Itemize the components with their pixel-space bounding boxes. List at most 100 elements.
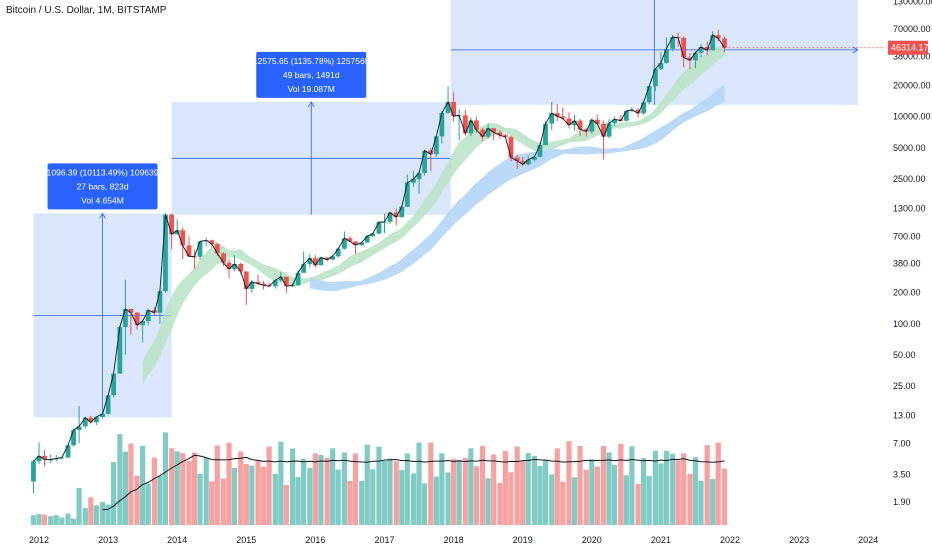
volume-bar [376, 447, 381, 525]
candle-body [595, 120, 600, 124]
price-tick-label: 1.90 [893, 497, 911, 507]
volume-bar [612, 465, 617, 525]
volume-bar [261, 467, 266, 525]
candle-body [117, 327, 122, 374]
candle-body [451, 102, 456, 116]
volume-bar [526, 453, 531, 525]
candle-body [198, 241, 203, 256]
candle-body [342, 238, 347, 248]
price-tick-label: 380.00 [893, 259, 921, 269]
volume-bar [705, 445, 710, 525]
volume-bar [681, 453, 686, 525]
volume-bar [520, 461, 525, 525]
volume-bar [543, 461, 548, 525]
candle-body [31, 461, 36, 481]
candle-body [624, 111, 629, 121]
candle-body [693, 53, 698, 61]
volume-bar [394, 461, 399, 525]
candle-body [187, 246, 192, 257]
candle-body [301, 264, 306, 273]
candle-body [439, 113, 444, 136]
candle-body [491, 128, 496, 132]
price-tick-label: 130000.00 [893, 0, 932, 6]
volume-bar [687, 474, 692, 525]
volume-bar [42, 515, 47, 525]
candle-body [607, 123, 612, 136]
price-tick-label: 5000.00 [893, 143, 926, 153]
candle-body [422, 151, 427, 173]
volume-bar [232, 468, 237, 525]
volume-bars [31, 432, 727, 525]
candle-body [163, 215, 168, 291]
price-tick-label: 2500.00 [893, 174, 926, 184]
candle-body [319, 257, 324, 265]
volume-bar [486, 478, 491, 525]
candle-body [94, 417, 99, 422]
volume-bar [416, 443, 421, 525]
candle-body [710, 35, 715, 50]
candle-body [77, 426, 82, 430]
candle-body [123, 309, 128, 327]
volume-bar [267, 447, 272, 525]
volume-bar [560, 482, 565, 525]
time-tick-label: 2023 [789, 535, 809, 545]
volume-bar [83, 508, 88, 525]
volume-bar [152, 458, 157, 525]
volume-bar [584, 470, 589, 525]
volume-bar [209, 481, 214, 525]
candle-body [135, 313, 140, 325]
candle-body [365, 236, 370, 242]
volume-bar [658, 463, 663, 525]
volume-bar [595, 467, 600, 525]
candle-body [641, 102, 646, 113]
volume-bar [693, 457, 698, 525]
candle-body [106, 395, 111, 414]
time-axis: 2012 2013 2014 2015 2016 2017 2018 2019 2020 2021… [29, 535, 878, 545]
volume-bar [146, 484, 151, 525]
volume-bar [474, 466, 479, 525]
volume-bar [382, 461, 387, 525]
volume-bar [555, 448, 560, 525]
volume-bar [65, 514, 70, 525]
volume-bar [359, 481, 364, 525]
range-label-line-2-2: 49 bars, 1491d [283, 70, 340, 80]
volume-bar [647, 476, 652, 525]
volume-bar [54, 515, 59, 525]
volume-bar [722, 469, 727, 525]
volume-bar [549, 474, 554, 525]
volume-bar [589, 459, 594, 525]
volume-bar [606, 452, 611, 525]
candle-body [722, 38, 727, 47]
volume-bar [463, 458, 468, 525]
volume-bar [480, 446, 485, 525]
volume-bar [123, 452, 128, 525]
volume-bar [94, 505, 99, 525]
time-tick-label: 2019 [513, 535, 533, 545]
volume-bar [192, 453, 197, 525]
candle-body [664, 49, 669, 63]
volume-bar [635, 484, 640, 525]
volume-bar [221, 479, 226, 525]
volume-bar [428, 443, 433, 525]
volume-bar [439, 453, 444, 525]
volume-bar [186, 461, 191, 525]
candle-body [549, 113, 554, 123]
candle-body [509, 137, 514, 157]
volume-bar [128, 444, 133, 525]
volume-bar [100, 502, 105, 525]
range-label-line-1-2: 27 bars, 823d [77, 181, 129, 191]
volume-bar [313, 453, 318, 525]
volume-bar [434, 476, 439, 525]
volume-bar [491, 454, 496, 525]
volume-bar [710, 479, 715, 525]
candle-body [601, 124, 606, 137]
time-tick-label: 2015 [236, 535, 256, 545]
candle-body [158, 291, 163, 313]
time-tick-label: 2012 [29, 535, 49, 545]
time-tick-label: 2016 [305, 535, 325, 545]
volume-bar [422, 483, 427, 525]
volume-bar [508, 472, 513, 525]
volume-bar [273, 474, 278, 525]
volume-bar [670, 454, 675, 525]
